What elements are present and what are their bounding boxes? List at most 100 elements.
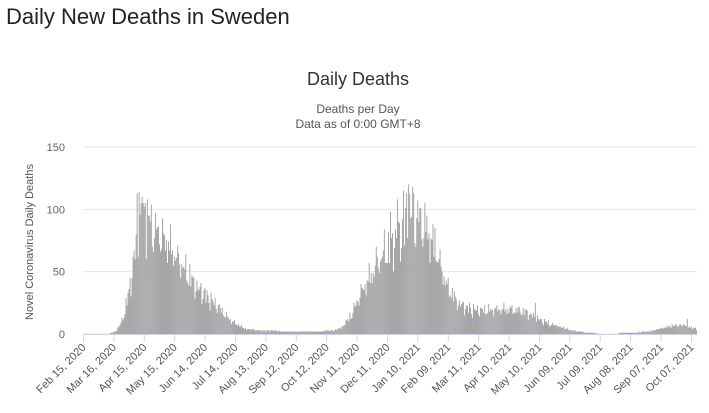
bar — [390, 211, 391, 334]
bar — [428, 233, 430, 334]
bar — [290, 331, 292, 334]
bar — [415, 246, 417, 334]
bar — [694, 327, 696, 334]
bar — [395, 229, 396, 334]
bar — [642, 331, 644, 334]
bar — [284, 331, 286, 334]
bar — [670, 327, 672, 334]
bar — [253, 329, 255, 334]
bar — [288, 331, 290, 334]
bar — [128, 289, 130, 334]
bar — [450, 297, 452, 334]
bar — [501, 310, 503, 334]
bar — [359, 297, 361, 334]
bar — [639, 332, 641, 334]
bar — [515, 307, 517, 334]
bar — [481, 307, 483, 334]
bar — [495, 307, 497, 334]
bar — [167, 262, 168, 334]
bar — [209, 310, 211, 334]
bar — [455, 299, 457, 334]
bar — [175, 260, 177, 334]
bar — [214, 297, 216, 334]
bar — [335, 329, 337, 334]
bar — [636, 332, 638, 334]
bar — [319, 331, 320, 334]
chart-title: Daily Deaths — [307, 69, 409, 89]
bar — [563, 326, 565, 334]
bar — [285, 331, 287, 334]
bar — [321, 331, 322, 334]
bar — [205, 302, 207, 334]
bar — [268, 330, 270, 334]
bar — [461, 302, 463, 334]
bar — [484, 305, 486, 334]
bar — [472, 317, 473, 334]
bar — [627, 332, 628, 334]
bar — [370, 272, 372, 334]
bar — [232, 321, 234, 334]
bar — [431, 240, 433, 334]
bar — [541, 322, 543, 334]
bar — [328, 330, 330, 334]
bar — [583, 332, 585, 334]
bar — [560, 326, 562, 334]
bar — [131, 277, 133, 334]
bar — [241, 325, 242, 334]
bar — [568, 330, 570, 334]
bar — [520, 315, 522, 334]
bar — [507, 309, 509, 334]
bar — [660, 327, 662, 334]
bar — [459, 306, 461, 334]
bar — [445, 280, 447, 334]
bar — [221, 307, 223, 334]
bar — [161, 249, 162, 334]
bar — [132, 256, 134, 334]
bar — [475, 310, 476, 334]
bar — [387, 231, 389, 334]
bar — [173, 265, 175, 334]
bar — [191, 275, 193, 334]
bar — [591, 332, 593, 334]
bar — [338, 327, 340, 334]
bar — [457, 305, 459, 334]
bar — [294, 331, 296, 334]
bar — [372, 272, 374, 334]
bar — [330, 330, 332, 334]
bar — [152, 251, 154, 334]
bar — [140, 203, 142, 334]
bar — [199, 286, 201, 334]
bar — [576, 331, 578, 334]
bar — [248, 329, 250, 334]
bar — [671, 324, 673, 334]
bar — [357, 301, 359, 334]
bar — [666, 327, 668, 334]
y-axis-label: Novel Coronavirus Daily Deaths — [24, 164, 36, 320]
bar — [672, 326, 674, 334]
bar — [261, 331, 263, 334]
bar — [522, 307, 524, 334]
bar — [269, 331, 271, 334]
bar — [149, 221, 151, 334]
bar — [207, 295, 209, 334]
bar — [685, 326, 687, 334]
bar — [355, 305, 357, 334]
bar — [305, 331, 307, 334]
bar — [408, 184, 410, 334]
bar — [293, 331, 295, 334]
bar — [237, 325, 238, 334]
bar — [530, 314, 532, 334]
bar — [645, 331, 647, 334]
bar — [483, 312, 485, 334]
bar — [587, 332, 589, 334]
bar — [296, 331, 298, 334]
bar — [216, 312, 218, 334]
bar — [223, 316, 225, 334]
bar — [646, 331, 648, 334]
bar — [471, 314, 472, 334]
bar — [488, 304, 490, 334]
bar — [513, 312, 515, 334]
bar — [527, 320, 529, 334]
chart-subtitle: Deaths per Day — [316, 102, 399, 116]
bar — [168, 241, 169, 334]
